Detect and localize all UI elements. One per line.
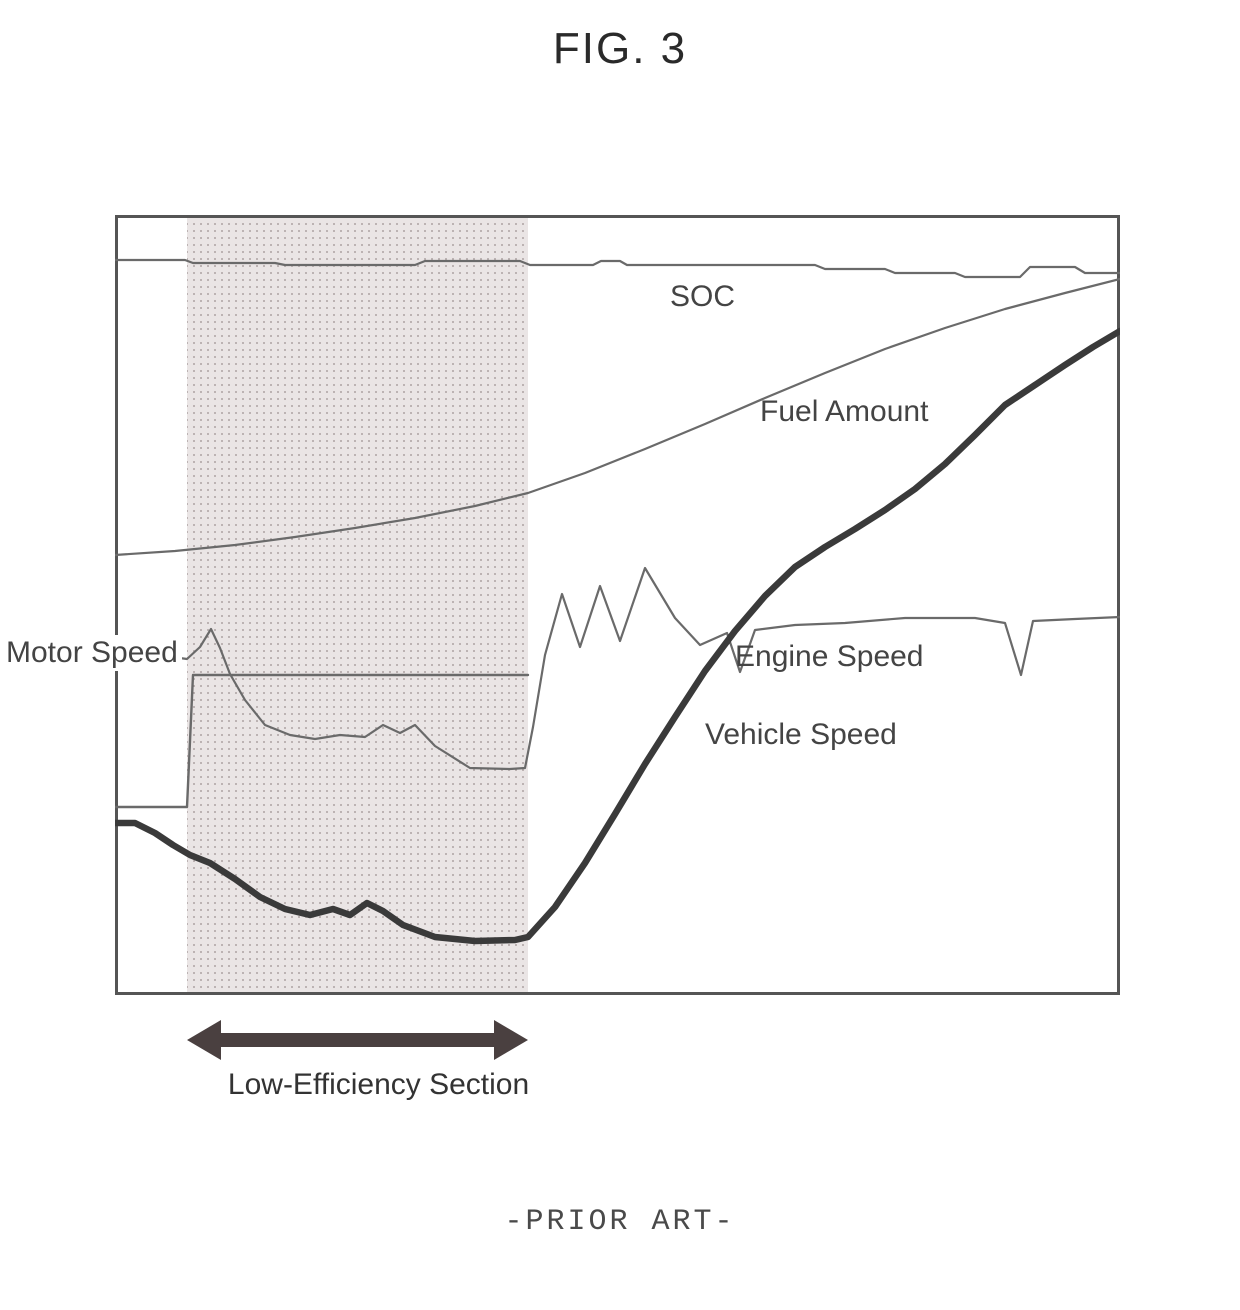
page: FIG. 3 SOC Fuel Amount Motor Speed Engine S… xyxy=(0,0,1240,1310)
vehicle_speed-label: Vehicle Speed xyxy=(705,718,897,752)
fuel_amount-label: Fuel Amount xyxy=(760,395,928,429)
chart-svg xyxy=(115,215,1120,995)
low-efficiency-arrow xyxy=(187,1018,528,1062)
figure-title: FIG. 3 xyxy=(0,24,1240,74)
low-efficiency-band xyxy=(187,218,528,992)
prior-art-caption: -PRIOR ART- xyxy=(0,1205,1240,1239)
low-efficiency-label: Low-Efficiency Section xyxy=(228,1068,529,1102)
engine_speed-label: Engine Speed xyxy=(735,640,924,674)
motor_speed-label: Motor Speed xyxy=(2,635,182,671)
soc-label: SOC xyxy=(670,280,735,314)
